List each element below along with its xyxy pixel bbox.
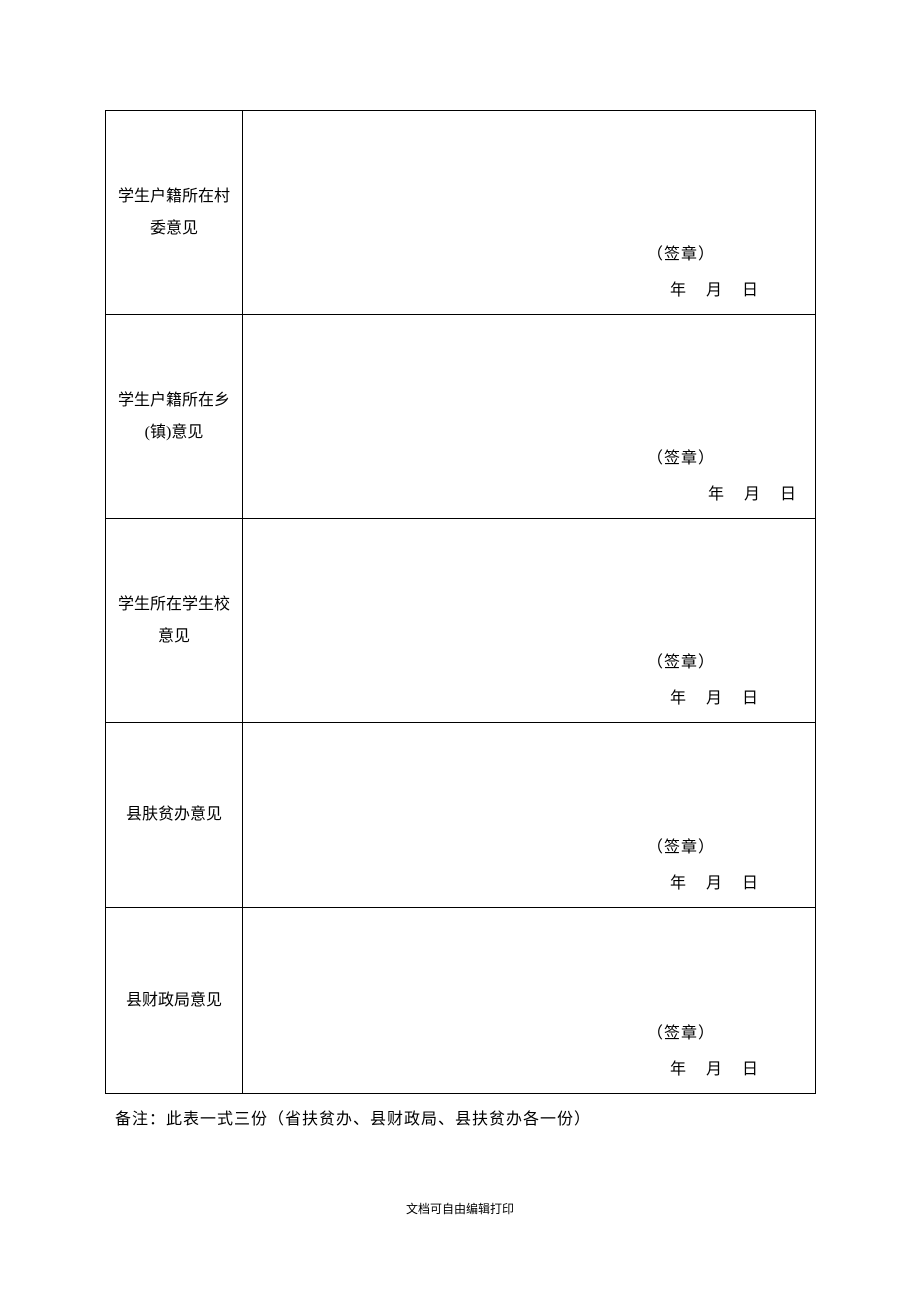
label-county-finance-bureau: 县财政局意见 (106, 908, 243, 1093)
seal-label: （签章） (647, 648, 715, 672)
date-label: 年 月 日 (708, 480, 798, 504)
date-label: 年 月 日 (670, 1055, 760, 1079)
seal-label: （签章） (647, 444, 715, 468)
table-row: 学生户籍所在乡(镇)意见 （签章） 年 月 日 (106, 315, 815, 519)
label-village-committee: 学生户籍所在村委意见 (106, 111, 243, 314)
label-county-poverty-office: 县肤贫办意见 (106, 723, 243, 907)
seal-label: （签章） (647, 240, 715, 264)
table-row: 县肤贫办意见 （签章） 年 月 日 (106, 723, 815, 908)
content-cell: （签章） 年 月 日 (243, 111, 815, 314)
approval-table: 学生户籍所在村委意见 （签章） 年 月 日 学生户籍所在乡(镇)意见 （签章） … (105, 110, 816, 1094)
content-cell: （签章） 年 月 日 (243, 519, 815, 722)
label-school: 学生所在学生校意见 (106, 519, 243, 722)
table-row: 学生户籍所在村委意见 （签章） 年 月 日 (106, 111, 815, 315)
note-text: 备注：此表一式三份（省扶贫办、县财政局、县扶贫办各一份） (115, 1105, 591, 1129)
seal-label: （签章） (647, 1019, 715, 1043)
label-township: 学生户籍所在乡(镇)意见 (106, 315, 243, 518)
date-label: 年 月 日 (670, 684, 760, 708)
content-cell: （签章） 年 月 日 (243, 908, 815, 1093)
content-cell: （签章） 年 月 日 (243, 723, 815, 907)
date-label: 年 月 日 (670, 276, 760, 300)
table-row: 学生所在学生校意见 （签章） 年 月 日 (106, 519, 815, 723)
date-label: 年 月 日 (670, 869, 760, 893)
footer-text: 文档可自由编辑打印 (0, 1200, 920, 1217)
content-cell: （签章） 年 月 日 (243, 315, 815, 518)
seal-label: （签章） (647, 833, 715, 857)
table-row: 县财政局意见 （签章） 年 月 日 (106, 908, 815, 1093)
